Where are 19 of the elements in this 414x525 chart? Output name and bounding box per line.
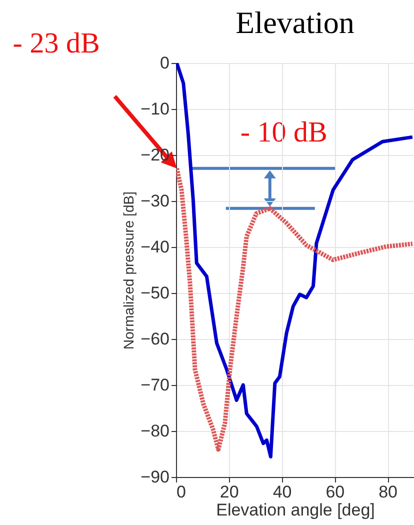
y-axis-title: Normalized pressure [dB] bbox=[120, 192, 137, 350]
x-tick-label: 0 bbox=[176, 482, 186, 502]
y-tick-label: −90 bbox=[140, 468, 170, 486]
chart-title: Elevation bbox=[236, 5, 355, 40]
text: - 23 dB bbox=[12, 27, 100, 60]
x-tick-label: 20 bbox=[220, 482, 239, 502]
x-tick-label: 60 bbox=[326, 482, 345, 502]
y-tick-label: −70 bbox=[140, 376, 170, 394]
y-tick-label: −40 bbox=[140, 238, 170, 256]
y-tick-label: −30 bbox=[140, 192, 170, 210]
x-tick-label: 80 bbox=[378, 482, 398, 502]
x-axis-title: Elevation angle [deg] bbox=[216, 500, 375, 520]
x-tick-label: 40 bbox=[272, 482, 292, 502]
y-tick-label: −10 bbox=[140, 100, 170, 118]
y-tick-label: 0 bbox=[160, 54, 170, 72]
y-tick-label: −50 bbox=[140, 284, 170, 302]
y-tick-label: −60 bbox=[140, 330, 170, 348]
line-series bbox=[176, 63, 414, 459]
y-tick-label: −80 bbox=[140, 422, 170, 440]
